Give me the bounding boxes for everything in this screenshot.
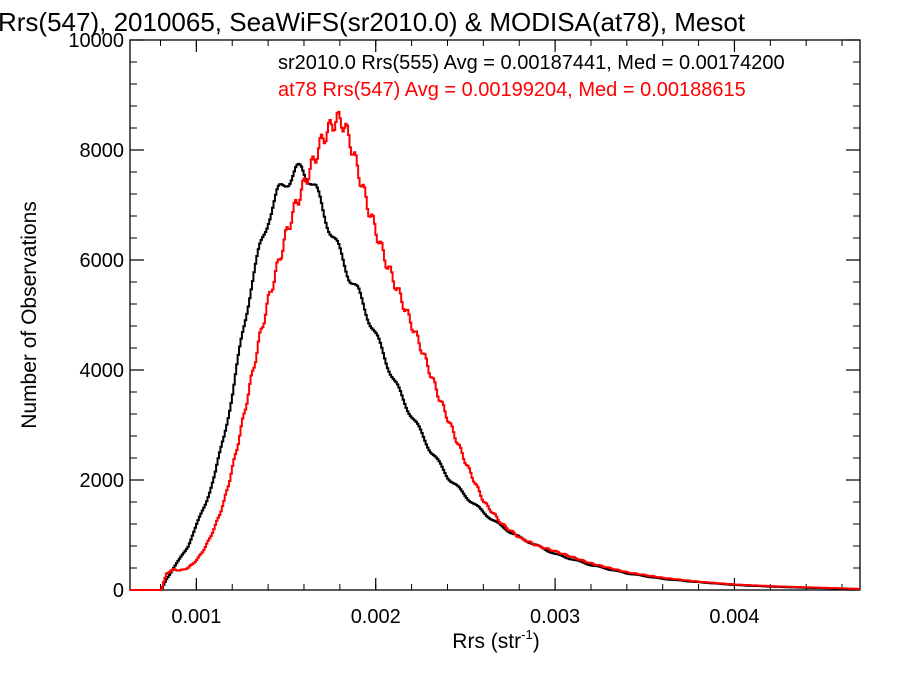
data-series (130, 110, 860, 591)
annotation-red: at78 Rrs(547) Avg = 0.00199204, Med = 0.… (278, 79, 746, 101)
x-axis-title: Rrs (str-1) (452, 627, 539, 653)
y-tick-label: 10000 (68, 30, 124, 52)
x-tick-label: 0.004 (709, 606, 759, 628)
x-tick-label: 0.001 (171, 606, 221, 628)
y-tick-label: 2000 (80, 470, 125, 492)
annotation-black: sr2010.0 Rrs(555) Avg = 0.00187441, Med … (278, 52, 785, 74)
series-line-black (130, 162, 860, 591)
y-tick-label: 6000 (80, 250, 125, 272)
chart-title: Rrs(547), 2010065, SeaWiFS(sr2010.0) & M… (0, 7, 746, 37)
x-tick-label: 0.002 (351, 606, 401, 628)
plot-frame (129, 39, 861, 591)
x-axis-title-superscript: -1 (521, 627, 533, 642)
series-line-red (130, 110, 860, 591)
y-tick-label: 4000 (80, 360, 125, 382)
y-axis-title: Number of Observations (18, 201, 41, 429)
axis-ticks: 0.001 0.002 0.003 0.004 0 2000 4000 6000 8000 100… (68, 30, 860, 628)
x-tick-label: 0.003 (530, 606, 580, 628)
y-tick-label: 0 (113, 580, 124, 602)
x-axis-title-main: Rrs (str (452, 630, 521, 653)
x-axis-title-close: ) (533, 630, 540, 653)
y-tick-label: 8000 (80, 140, 125, 162)
